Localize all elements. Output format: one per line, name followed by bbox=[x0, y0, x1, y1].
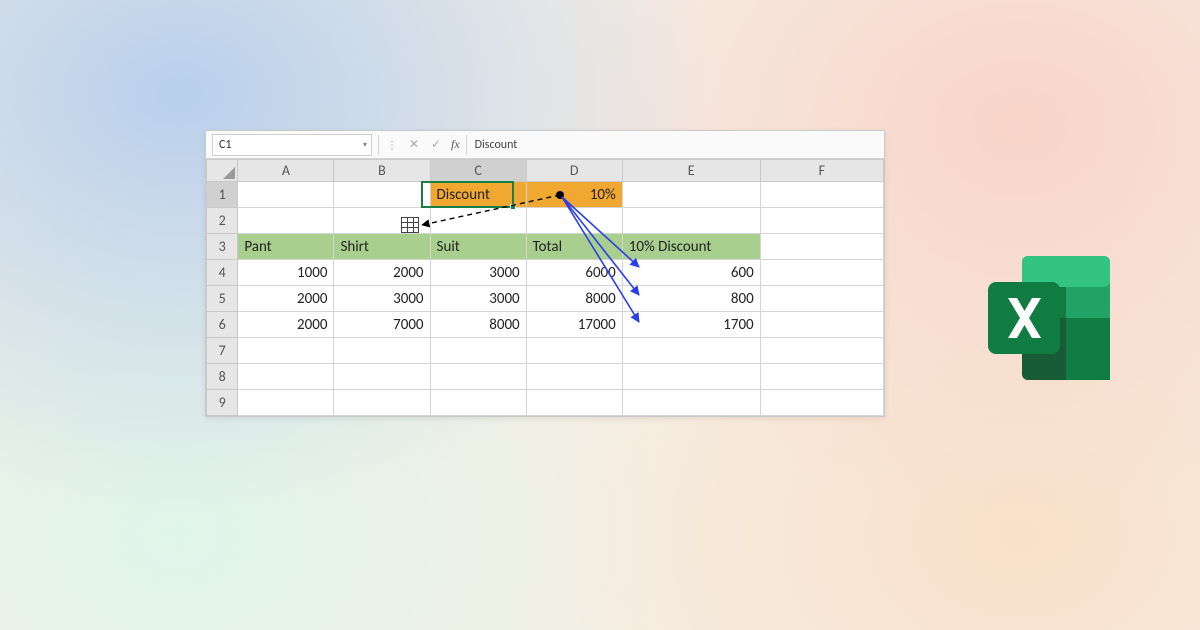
formula-bar: C1 ⋮ ✕ ✓ fx Discount bbox=[206, 131, 884, 159]
cell-F8[interactable] bbox=[760, 364, 883, 390]
cell-F1[interactable] bbox=[760, 182, 883, 208]
cell-E5[interactable]: 800 bbox=[622, 286, 760, 312]
row-header-8[interactable]: 8 bbox=[207, 364, 238, 390]
cell-E3[interactable]: 10% Discount bbox=[622, 234, 760, 260]
row-header-6[interactable]: 6 bbox=[207, 312, 238, 338]
cell-A3[interactable]: Pant bbox=[238, 234, 334, 260]
cell-D5[interactable]: 8000 bbox=[526, 286, 622, 312]
cell-B1[interactable] bbox=[334, 182, 430, 208]
cell-C1[interactable]: Discount bbox=[430, 182, 526, 208]
cell-E6[interactable]: 1700 bbox=[622, 312, 760, 338]
cell-D6[interactable]: 17000 bbox=[526, 312, 622, 338]
sheet-table[interactable]: A B C D E F 1 Discount 10% 2 3 bbox=[206, 159, 884, 416]
cell-E7[interactable] bbox=[622, 338, 760, 364]
cell-E9[interactable] bbox=[622, 390, 760, 416]
cell-E8[interactable] bbox=[622, 364, 760, 390]
row-header-9[interactable]: 9 bbox=[207, 390, 238, 416]
row-header-4[interactable]: 4 bbox=[207, 260, 238, 286]
row-header-7[interactable]: 7 bbox=[207, 338, 238, 364]
more-icon[interactable]: ⋮ bbox=[381, 138, 403, 151]
cell-C7[interactable] bbox=[430, 338, 526, 364]
cell-A4[interactable]: 1000 bbox=[238, 260, 334, 286]
select-all-corner[interactable] bbox=[207, 160, 238, 182]
cell-F9[interactable] bbox=[760, 390, 883, 416]
cell-B9[interactable] bbox=[334, 390, 430, 416]
cell-C8[interactable] bbox=[430, 364, 526, 390]
cell-A2[interactable] bbox=[238, 208, 334, 234]
cell-B5[interactable]: 3000 bbox=[334, 286, 430, 312]
cell-F3[interactable] bbox=[760, 234, 883, 260]
cell-B3[interactable]: Shirt bbox=[334, 234, 430, 260]
cell-D1[interactable]: 10% bbox=[526, 182, 622, 208]
cell-F6[interactable] bbox=[760, 312, 883, 338]
spreadsheet-grid: A B C D E F 1 Discount 10% 2 3 bbox=[206, 159, 884, 416]
cell-F2[interactable] bbox=[760, 208, 883, 234]
cell-A9[interactable] bbox=[238, 390, 334, 416]
col-header-A[interactable]: A bbox=[238, 160, 334, 182]
cell-A6[interactable]: 2000 bbox=[238, 312, 334, 338]
cell-F5[interactable] bbox=[760, 286, 883, 312]
cell-C6[interactable]: 8000 bbox=[430, 312, 526, 338]
cell-F7[interactable] bbox=[760, 338, 883, 364]
col-header-F[interactable]: F bbox=[760, 160, 883, 182]
cell-A8[interactable] bbox=[238, 364, 334, 390]
cell-A7[interactable] bbox=[238, 338, 334, 364]
col-header-D[interactable]: D bbox=[526, 160, 622, 182]
cell-C3[interactable]: Suit bbox=[430, 234, 526, 260]
formula-input[interactable]: Discount bbox=[469, 138, 884, 152]
cell-A1[interactable] bbox=[238, 182, 334, 208]
separator bbox=[466, 135, 467, 155]
table-precedent-icon bbox=[401, 217, 419, 233]
cell-C2[interactable] bbox=[430, 208, 526, 234]
cell-A5[interactable]: 2000 bbox=[238, 286, 334, 312]
cell-D4[interactable]: 6000 bbox=[526, 260, 622, 286]
col-header-E[interactable]: E bbox=[622, 160, 760, 182]
cell-B6[interactable]: 7000 bbox=[334, 312, 430, 338]
excel-window: C1 ⋮ ✕ ✓ fx Discount A B C D E F 1 bbox=[205, 130, 885, 417]
fx-icon[interactable]: fx bbox=[447, 137, 464, 152]
cancel-icon[interactable]: ✕ bbox=[403, 137, 425, 152]
cell-B7[interactable] bbox=[334, 338, 430, 364]
col-header-B[interactable]: B bbox=[334, 160, 430, 182]
row-header-1[interactable]: 1 bbox=[207, 182, 238, 208]
cell-B4[interactable]: 2000 bbox=[334, 260, 430, 286]
cell-E2[interactable] bbox=[622, 208, 760, 234]
cell-D2[interactable] bbox=[526, 208, 622, 234]
separator bbox=[378, 135, 379, 155]
cell-E1[interactable] bbox=[622, 182, 760, 208]
row-header-3[interactable]: 3 bbox=[207, 234, 238, 260]
cell-D9[interactable] bbox=[526, 390, 622, 416]
cell-C4[interactable]: 3000 bbox=[430, 260, 526, 286]
cell-C5[interactable]: 3000 bbox=[430, 286, 526, 312]
cell-F4[interactable] bbox=[760, 260, 883, 286]
row-header-5[interactable]: 5 bbox=[207, 286, 238, 312]
cell-D8[interactable] bbox=[526, 364, 622, 390]
row-header-2[interactable]: 2 bbox=[207, 208, 238, 234]
cell-D3[interactable]: Total bbox=[526, 234, 622, 260]
cell-B8[interactable] bbox=[334, 364, 430, 390]
enter-icon[interactable]: ✓ bbox=[425, 137, 447, 152]
cell-D7[interactable] bbox=[526, 338, 622, 364]
excel-logo-icon bbox=[982, 248, 1122, 388]
col-header-C[interactable]: C bbox=[430, 160, 526, 182]
name-box-value: C1 bbox=[219, 138, 231, 152]
name-box[interactable]: C1 bbox=[212, 134, 372, 156]
cell-E4[interactable]: 600 bbox=[622, 260, 760, 286]
cell-C9[interactable] bbox=[430, 390, 526, 416]
